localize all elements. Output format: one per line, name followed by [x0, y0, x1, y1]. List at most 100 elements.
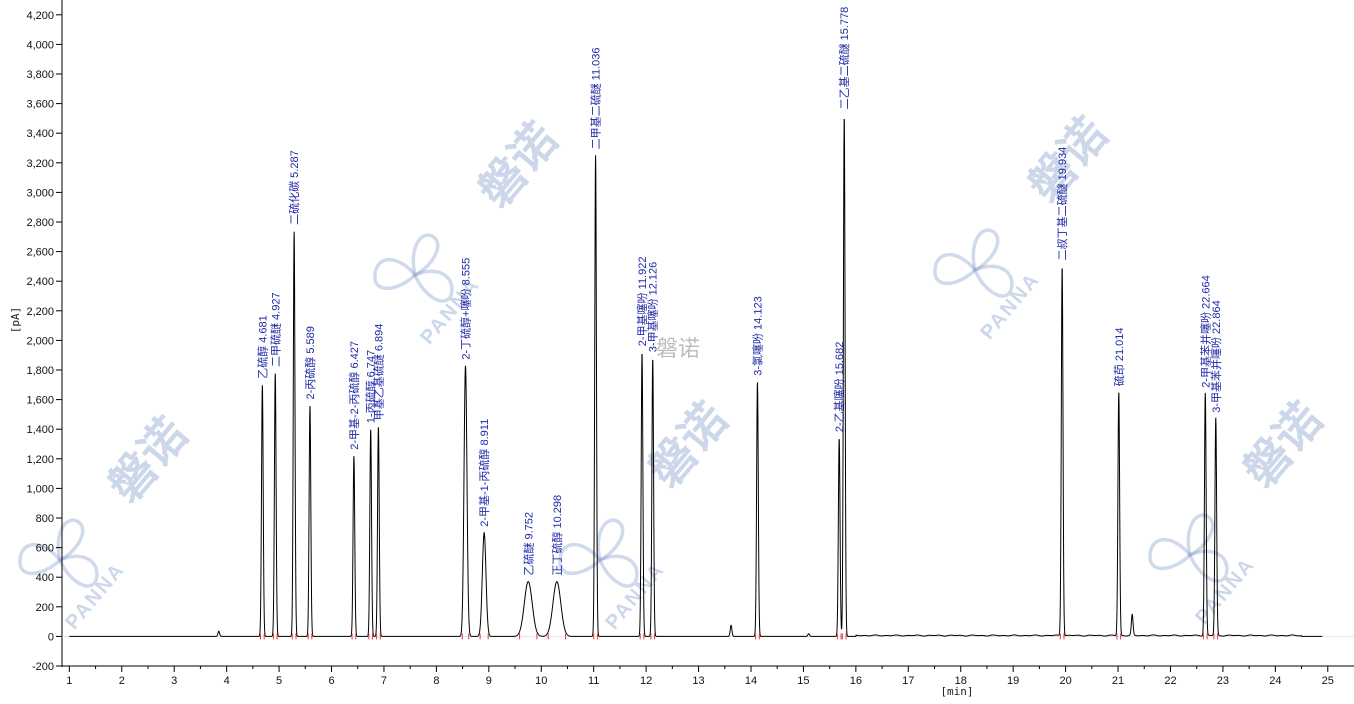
x-tick-label: 12	[640, 675, 652, 687]
y-tick-label: 400	[36, 572, 54, 584]
y-tick-label: 2,200	[26, 306, 54, 318]
peak-label: 二甲硫醚 4.927	[268, 292, 282, 367]
peak-label: 二叔丁基二硫醚 19.934	[1055, 147, 1069, 261]
watermark-flower-petal	[558, 542, 603, 575]
y-tick-label: 1,200	[26, 454, 54, 466]
y-axis-unit: [pA]	[9, 307, 22, 334]
x-tick-label: 24	[1269, 675, 1281, 687]
watermark-flower-petal	[1187, 549, 1229, 583]
x-tick-label: 9	[486, 675, 492, 687]
peak-label: 乙硫醇 4.681	[255, 315, 269, 379]
watermark-brand-cn: 磐诺	[1233, 393, 1332, 497]
peak-label: 硫茚 21.014	[1112, 327, 1126, 386]
x-tick-label: 3	[171, 675, 177, 687]
y-tick-label: 800	[36, 513, 54, 525]
watermark-flower-petal	[18, 542, 63, 575]
x-tick-label: 14	[745, 675, 757, 687]
y-tick-label: 0	[48, 631, 54, 643]
x-tick-label: 17	[902, 675, 914, 687]
peak-label: 2-丁硫醇+噻吩 8.555	[459, 258, 473, 360]
watermark-flower-petal	[373, 257, 418, 290]
x-tick-label: 4	[224, 675, 230, 687]
watermark-flower-petal	[597, 554, 639, 588]
peak-label: 2-丙硫醇 5.589	[303, 326, 317, 399]
watermark-flower-petal	[971, 228, 1000, 273]
watermark-flower-petal	[596, 518, 625, 563]
peak-label: 2-甲基噻吩 11.922	[635, 257, 649, 347]
y-tick-label: 2,400	[26, 276, 54, 288]
watermark-flower-petal	[412, 269, 454, 303]
peak-label: 正丁硫醇 10.298	[550, 495, 564, 576]
peak-label: 1-丙硫醇 6.747	[364, 350, 378, 423]
x-tick-label: 15	[797, 675, 809, 687]
x-tick-label: 6	[328, 675, 334, 687]
peak-labels: 乙硫醇 4.681 二甲硫醚 4.927 二硫化碳 5.287 2-丙硫醇 5.589…	[255, 7, 1222, 576]
trace-layer	[69, 118, 1323, 637]
x-tick-label: 20	[1059, 675, 1071, 687]
watermark-flower-petal	[1186, 513, 1215, 558]
y-tick-label: -200	[32, 661, 54, 673]
peak-label: 3-甲基苯并噻吩 22.864	[1209, 300, 1223, 412]
watermark-flower-petal	[411, 233, 440, 278]
x-tick-label: 25	[1322, 675, 1334, 687]
x-tick-label: 18	[955, 675, 967, 687]
y-tick-label: 2,800	[26, 217, 54, 229]
watermark-brand-cn: 磐诺	[468, 113, 567, 217]
x-tick-label: 16	[850, 675, 862, 687]
x-tick-label: 21	[1112, 675, 1124, 687]
x-tick-label: 19	[1007, 675, 1019, 687]
x-tick-label: 2	[119, 675, 125, 687]
watermark-brand-cn: 磐诺	[98, 408, 197, 512]
peak-label: 二乙基二硫醚 15.778	[837, 7, 851, 110]
x-tick-label: 13	[692, 675, 704, 687]
peak-label: 甲基乙基硫醚 6.894	[371, 324, 385, 421]
y-tick-label: 3,400	[26, 128, 54, 140]
y-tick-label: 4,200	[26, 10, 54, 22]
y-tick-label: 3,600	[26, 99, 54, 111]
x-tick-label: 1	[66, 675, 72, 687]
y-tick-label: 4,000	[26, 39, 54, 51]
x-axis-unit: [min]	[940, 685, 973, 698]
y-tick-label: 2,000	[26, 335, 54, 347]
peak-label: 2-乙基噻吩 15.682	[832, 342, 846, 432]
y-tick-label: 3,800	[26, 69, 54, 81]
y-ticks: -200 0 200 400 600 800 1,000 1,200 1,400 1,600 1,8…	[26, 10, 62, 673]
y-tick-label: 3,200	[26, 158, 54, 170]
y-tick-label: 1,600	[26, 395, 54, 407]
x-tick-label: 11	[588, 675, 599, 687]
x-tick-label: 5	[276, 675, 282, 687]
y-tick-label: 3,000	[26, 187, 54, 199]
watermark-flower-petal	[57, 554, 99, 588]
x-tick-label: 8	[433, 675, 439, 687]
chromatogram-trace	[69, 118, 1323, 637]
y-tick-label: 2,600	[26, 247, 54, 259]
watermark-flower-petal	[56, 518, 85, 563]
peak-label: 3-氯噻吩 14.123	[750, 296, 764, 375]
y-tick-label: 1,800	[26, 365, 54, 377]
x-tick-label: 23	[1217, 675, 1229, 687]
y-tick-label: 1,400	[26, 424, 54, 436]
y-tick-label: 600	[36, 543, 54, 555]
watermark-flower-petal	[1148, 537, 1193, 570]
watermark-small-cn: 磐诺	[656, 336, 700, 361]
peak-label: 2-甲基苯并噻吩 22.664	[1198, 275, 1212, 387]
x-ticks: 1 2 3 4 5 6 7 8 9 10 11 12 13 14 15 16 17 18 19 20 21 22 23 24 2…	[66, 666, 1334, 687]
peak-label: 3-甲基噻吩 12.126	[646, 262, 660, 352]
x-tick-label: 7	[381, 675, 387, 687]
baseline-markers	[260, 633, 1219, 640]
y-tick-label: 200	[36, 602, 54, 614]
x-tick-label: 10	[535, 675, 547, 687]
peak-label: 二甲基二硫醚 11.036	[589, 48, 603, 150]
peak-label: 乙硫醚 9.752	[521, 512, 535, 576]
y-tick-label: 1,000	[26, 483, 54, 495]
peak-label: 2-甲基-1-丙硫醇 8.911	[477, 419, 491, 527]
peak-label: 2-甲基-2-丙硫醇 6.427	[347, 341, 361, 450]
x-tick-label: 22	[1164, 675, 1176, 687]
watermark-flower-petal	[972, 264, 1014, 298]
